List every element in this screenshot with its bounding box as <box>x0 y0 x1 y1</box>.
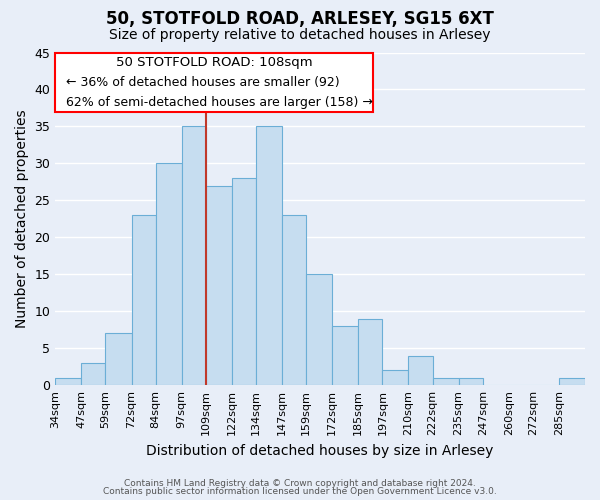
Text: Size of property relative to detached houses in Arlesey: Size of property relative to detached ho… <box>109 28 491 42</box>
Bar <box>55 378 82 385</box>
Y-axis label: Number of detached properties: Number of detached properties <box>15 110 29 328</box>
Bar <box>559 378 585 385</box>
Bar <box>282 215 306 385</box>
FancyBboxPatch shape <box>55 52 373 112</box>
Bar <box>106 334 131 385</box>
Text: 50 STOTFOLD ROAD: 108sqm: 50 STOTFOLD ROAD: 108sqm <box>116 56 313 69</box>
Text: ← 36% of detached houses are smaller (92): ← 36% of detached houses are smaller (92… <box>66 76 340 89</box>
Bar <box>232 178 256 385</box>
Text: 50, STOTFOLD ROAD, ARLESEY, SG15 6XT: 50, STOTFOLD ROAD, ARLESEY, SG15 6XT <box>106 10 494 28</box>
Bar <box>131 215 155 385</box>
Bar <box>306 274 332 385</box>
Bar <box>409 356 433 385</box>
Bar <box>82 363 106 385</box>
Bar <box>382 370 409 385</box>
Bar <box>332 326 358 385</box>
Text: Contains HM Land Registry data © Crown copyright and database right 2024.: Contains HM Land Registry data © Crown c… <box>124 478 476 488</box>
X-axis label: Distribution of detached houses by size in Arlesey: Distribution of detached houses by size … <box>146 444 494 458</box>
Bar <box>458 378 482 385</box>
Bar <box>182 126 206 385</box>
Bar <box>358 318 382 385</box>
Bar <box>433 378 458 385</box>
Text: Contains public sector information licensed under the Open Government Licence v3: Contains public sector information licen… <box>103 487 497 496</box>
Bar <box>155 164 182 385</box>
Bar <box>206 186 232 385</box>
Text: 62% of semi-detached houses are larger (158) →: 62% of semi-detached houses are larger (… <box>66 96 373 108</box>
Bar <box>256 126 282 385</box>
